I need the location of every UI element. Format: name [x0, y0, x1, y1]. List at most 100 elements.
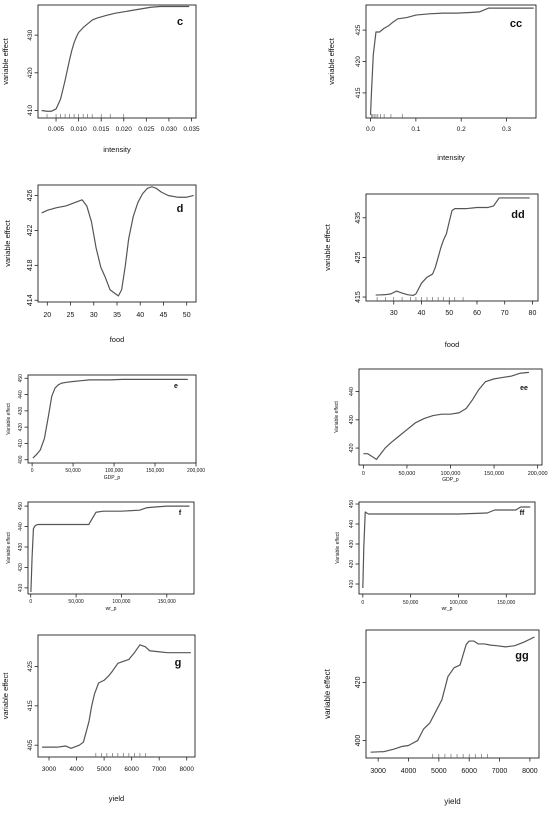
x-axis-label: GDP_p: [442, 477, 459, 483]
y-axis-label: Variable effect: [6, 403, 12, 435]
x-tick-label: 0.010: [70, 126, 87, 133]
y-axis-label: variable effect: [1, 672, 10, 719]
x-tick-label: 150,000: [146, 468, 164, 474]
y-tick-label: 405: [27, 739, 34, 750]
y-tick-label: 420: [349, 560, 355, 569]
y-tick-label: 420: [349, 443, 355, 452]
x-tick-label: 0: [361, 600, 364, 606]
x-tick-label: 30: [90, 312, 98, 319]
x-tick-label: 0.2: [457, 126, 466, 133]
effect-line-ee: [363, 371, 529, 460]
y-tick-label: 440: [18, 390, 24, 399]
plot-frame: [365, 193, 539, 302]
plot-frame: [37, 634, 196, 758]
effect-line-dd: [375, 197, 530, 297]
x-tick-label: 70: [501, 310, 509, 317]
effect-line-cc: [369, 7, 534, 115]
x-tick-label: 50: [183, 312, 191, 319]
x-tick-label: 100,000: [112, 599, 130, 605]
plot-frame: [358, 368, 543, 466]
y-tick-label: 415: [355, 291, 362, 303]
effect-line-d: [41, 186, 194, 297]
x-tick-label: 100,000: [449, 600, 467, 606]
x-tick-label: 0.1: [411, 126, 420, 133]
y-tick-label: 414: [27, 294, 34, 306]
plot-frame: [37, 4, 197, 119]
x-tick-label: 25: [67, 312, 75, 319]
x-tick-label: 50,000: [399, 471, 416, 477]
effect-line-ff: [362, 506, 531, 589]
x-tick-label: 50,000: [68, 599, 84, 605]
x-tick-label: 3000: [42, 766, 57, 773]
x-axis-label: yield: [444, 797, 460, 806]
y-tick-label: 430: [349, 540, 355, 549]
x-tick-label: 150,000: [484, 471, 504, 477]
effect-line-c: [41, 5, 190, 112]
x-tick-label: 5000: [431, 768, 447, 775]
x-tick-label: 150,000: [158, 599, 176, 605]
x-tick-label: 4000: [69, 766, 84, 773]
x-tick-label: 4000: [401, 768, 417, 775]
x-axis-label: food: [445, 340, 460, 349]
panel-c: 0.005 0.010 0.015 0.020 0.025 0.030 0.035 410 42…: [1, 4, 200, 154]
plot-frame: [365, 629, 540, 759]
plot-frame: [27, 374, 197, 464]
y-tick-label: 420: [355, 676, 362, 688]
panel-gg: 3000 4000 5000 6000 7000 8000 400 420 yield varia…: [323, 629, 540, 806]
y-tick-label: 440: [349, 387, 355, 396]
y-tick-label: 450: [18, 502, 24, 511]
x-tick-label: 7000: [152, 766, 167, 773]
panel-tag: e: [174, 383, 178, 390]
y-tick-label: 425: [355, 251, 362, 263]
y-tick-label: 426: [27, 190, 34, 202]
effect-line-g: [42, 644, 191, 749]
y-axis-label: variable effect: [323, 668, 332, 718]
y-tick-label: 415: [355, 87, 362, 98]
x-axis-label: yield: [109, 794, 124, 803]
y-axis-label: Variable effect: [6, 532, 12, 564]
y-tick-label: 450: [349, 500, 355, 509]
y-tick-label: 425: [355, 24, 362, 35]
panel-ee: 0 50,000 100,000 150,000 200,000 420 430 440 GDP…: [334, 368, 548, 483]
y-tick-label: 410: [18, 439, 24, 448]
y-tick-label: 422: [27, 224, 34, 236]
x-tick-label: 8000: [522, 768, 538, 775]
x-tick-label: 20: [43, 312, 51, 319]
panel-tag: d: [177, 203, 184, 215]
plot-frame: [27, 501, 195, 595]
panel-tag: gg: [515, 650, 528, 662]
y-axis-label: variable effect: [327, 37, 336, 84]
panel-tag: g: [175, 657, 182, 669]
x-tick-label: 6000: [461, 768, 477, 775]
x-tick-label: 0.3: [502, 126, 511, 133]
y-tick-label: 440: [18, 522, 24, 531]
panel-tag: cc: [510, 18, 522, 30]
x-axis-label: food: [110, 335, 125, 344]
y-tick-label: 430: [27, 29, 34, 40]
y-tick-label: 435: [355, 212, 362, 224]
x-tick-label: 8000: [180, 766, 195, 773]
y-tick-label: 420: [18, 563, 24, 572]
x-tick-label: 50,000: [65, 468, 81, 474]
effect-line-gg: [370, 636, 535, 753]
x-tick-label: 80: [529, 310, 537, 317]
x-tick-label: 40: [418, 310, 426, 317]
y-tick-label: 425: [27, 661, 34, 672]
x-tick-label: 0: [29, 599, 32, 605]
x-tick-label: 30: [390, 310, 398, 317]
y-axis-label: variable effect: [1, 37, 10, 84]
x-tick-label: 0.030: [161, 126, 178, 133]
x-tick-label: 7000: [492, 768, 508, 775]
x-tick-label: 3000: [370, 768, 386, 775]
x-tick-label: 0: [362, 471, 365, 477]
x-tick-label: 0.035: [183, 126, 200, 133]
x-tick-label: 200,000: [528, 471, 548, 477]
panel-g: 3000 4000 5000 6000 7000 8000 405 415 425 yield va…: [1, 634, 196, 803]
x-tick-label: 45: [160, 312, 168, 319]
x-axis-label: GDP_p: [104, 475, 121, 481]
y-tick-label: 400: [18, 455, 24, 464]
y-tick-label: 430: [18, 406, 24, 415]
panel-d: 20 25 30 35 40 45 50 414 418 422 426 food variable e…: [3, 184, 197, 344]
panel-tag: ff: [520, 510, 525, 517]
x-tick-label: 50,000: [403, 600, 419, 606]
